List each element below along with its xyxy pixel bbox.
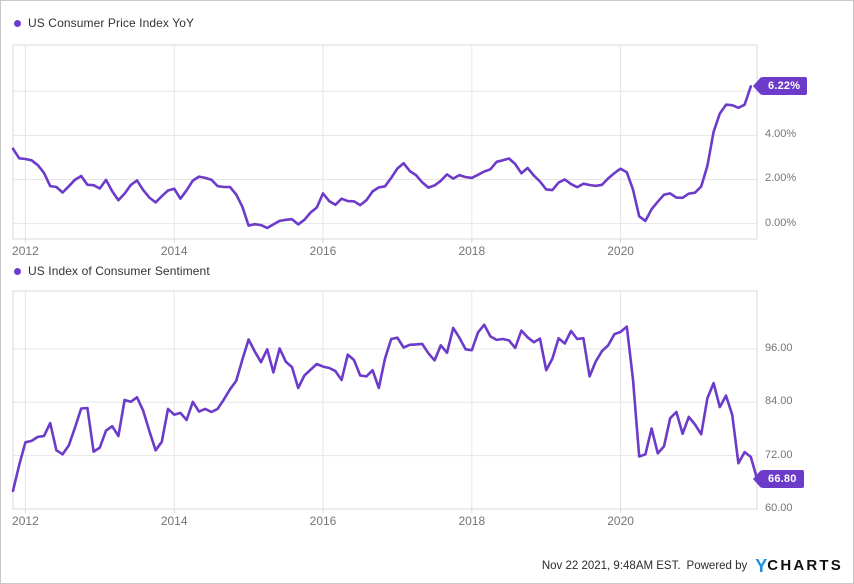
x-axis-label: 2014 — [160, 514, 188, 528]
y-axis-label: 84.00 — [765, 395, 793, 408]
x-axis-label: 2012 — [12, 244, 39, 258]
legend-dot-icon — [14, 267, 21, 275]
x-axis-label: 2018 — [458, 514, 486, 528]
sentiment-value-badge: 66.80 — [753, 469, 804, 488]
y-axis-label: 72.00 — [765, 448, 793, 461]
cpi-legend-label: US Consumer Price Index YoY — [28, 16, 195, 30]
y-axis-label: 60.00 — [765, 502, 793, 514]
x-axis-label: 2020 — [607, 514, 634, 528]
sentiment-legend-label: US Index of Consumer Sentiment — [28, 264, 210, 278]
y-axis-label: 0.00% — [765, 216, 797, 229]
y-axis-label: 2.00% — [765, 172, 797, 185]
legend-dot-icon — [14, 19, 21, 27]
x-axis-label: 2018 — [458, 244, 486, 258]
ycharts-logo[interactable]: Y CHARTS — [755, 557, 843, 575]
ycharts-logo-text: CHARTS — [767, 557, 843, 574]
x-axis-label: 2016 — [309, 244, 337, 258]
cpi-value-badge: 6.22% — [752, 77, 808, 96]
powered-by-label: Powered by — [686, 560, 748, 572]
x-axis-label: 2020 — [607, 244, 634, 258]
timestamp: Nov 22 2021, 9:48AM EST. — [541, 560, 681, 572]
footer: Nov 22 2021, 9:48AM EST. Powered by Y CH… — [542, 557, 843, 575]
y-axis-label: 4.00% — [765, 128, 797, 141]
x-axis-label: 2012 — [12, 514, 39, 528]
ycharts-logo-y-icon: Y — [755, 556, 768, 576]
x-axis-label: 2014 — [160, 244, 188, 258]
y-axis-label: 96.00 — [765, 341, 793, 354]
x-axis-label: 2016 — [309, 514, 337, 528]
cpi-legend: US Consumer Price Index YoY — [14, 16, 194, 30]
sentiment-legend: US Index of Consumer Sentiment — [14, 264, 210, 278]
